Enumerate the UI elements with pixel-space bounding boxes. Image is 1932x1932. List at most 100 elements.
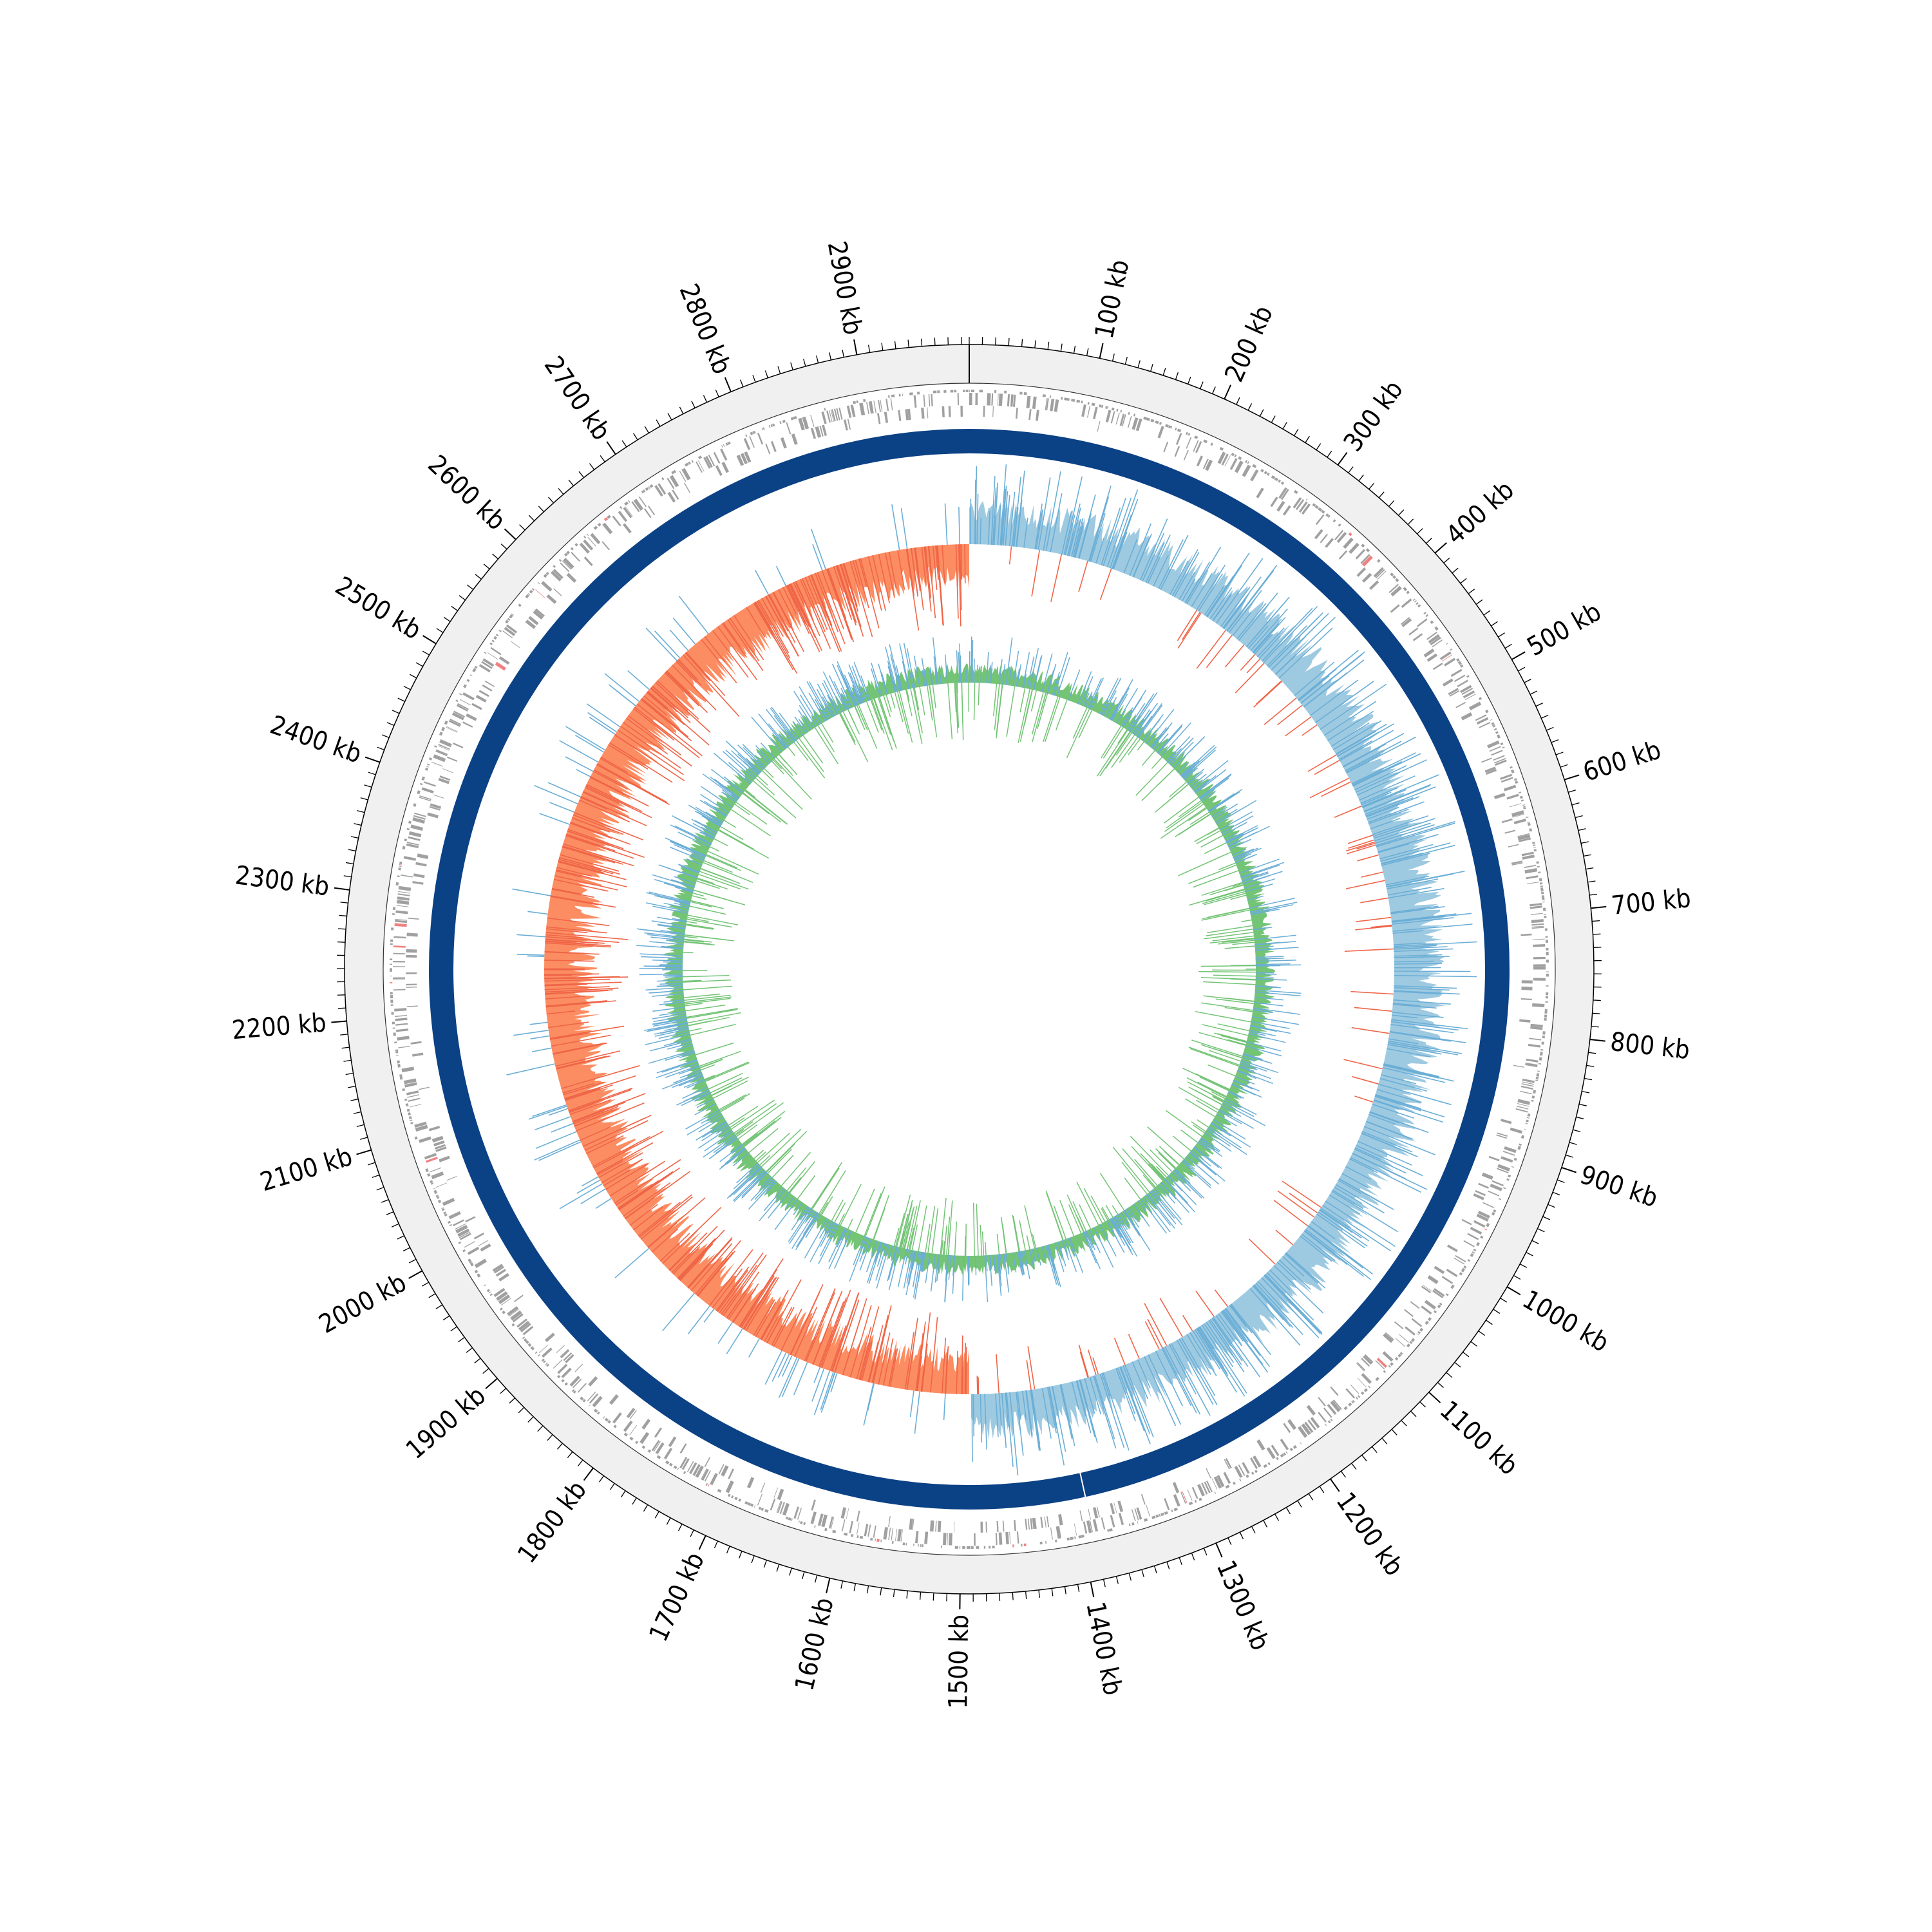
feature-block [824,408,826,411]
feature-block [404,1082,417,1088]
gc-content-spike [846,681,858,706]
minor-tick [397,697,405,702]
feature-block [623,1420,633,1432]
gc-content-spike [1227,840,1241,848]
gc-skew-spike [545,936,620,943]
feature-block [1517,833,1530,837]
gc-content-spike [750,1177,773,1202]
gc-content-spike [681,871,698,878]
feature-block [1491,1211,1495,1216]
minor-tick [643,1504,649,1512]
feature-block [1334,529,1344,540]
gc-content-spike [1238,1065,1255,1072]
feature-block [1526,1119,1529,1122]
feature-block [392,1027,395,1029]
gc-skew-spike [804,576,828,630]
gc-skew-spike [1229,1305,1247,1327]
feature-block [1206,1468,1211,1479]
minor-tick [367,1162,375,1166]
feature-block [395,1049,399,1052]
gc-skew-spike [585,1135,624,1155]
minor-tick [557,1443,563,1450]
gc-skew-spike [1285,716,1312,737]
gc-skew-spike [1223,600,1246,629]
feature-block [1201,1482,1208,1495]
gc-skew-spike [563,843,634,867]
feature-block [1050,395,1052,399]
feature-block [1456,658,1460,662]
gc-skew-spike [1155,1350,1183,1406]
feature-block [770,1498,776,1511]
feature-block [967,1546,971,1549]
minor-tick [1565,1154,1573,1158]
gc-skew-spike [1394,987,1450,991]
feature-block [528,616,539,625]
gc-content-spike [687,921,697,924]
feature-block [1532,1003,1545,1008]
minor-tick [451,605,459,611]
minor-tick [1470,1341,1477,1347]
gc-skew-spike [618,1171,674,1209]
feature-block [1421,1305,1432,1315]
gc-skew-spike [1192,1330,1212,1361]
minor-tick [1560,764,1568,768]
feature-block [937,390,940,393]
gc-skew-spike [1343,743,1387,768]
gc-content-spike [976,664,978,683]
gc-content-spike [1164,1179,1192,1209]
feature-block [828,410,833,422]
gc-skew-spike [831,1292,860,1372]
gc-skew-spike [559,1183,603,1209]
gc-content-spike [1177,813,1211,836]
gc-content-spike [791,1211,817,1249]
gc-content-spike [733,1167,763,1195]
feature-block [426,766,429,768]
feature-block [484,651,487,654]
gc-content-spike [665,940,685,943]
gc-content-spike [772,733,786,750]
feature-block [1111,407,1115,411]
minor-tick [428,1293,436,1298]
gc-skew-spike [1350,990,1394,995]
gc-content-spike [1052,672,1061,696]
minor-tick [1348,466,1354,473]
feature-block [424,781,436,787]
feature-block [1028,409,1032,421]
feature-block [762,427,765,430]
gc-content-spike [701,815,721,828]
gc-content-spike [1157,730,1177,753]
feature-block [1491,750,1503,756]
minor-tick [1576,1116,1584,1119]
feature-block [868,401,874,414]
gc-content-spike [1181,1161,1212,1189]
gc-content-spike [653,1016,687,1023]
feature-block [997,393,999,406]
minor-tick [933,1593,934,1601]
gc-skew-spike [633,1206,663,1231]
feature-block [429,806,440,811]
feature-block [398,1045,411,1048]
feature-block [1327,1420,1331,1424]
feature-block [1315,514,1325,526]
gc-skew-spike [672,665,717,711]
gc-skew-spike [834,1315,855,1373]
gc-skew-spike [772,592,805,652]
feature-block [397,875,400,877]
gc-skew-spike [868,1325,884,1383]
gc-content-spike [643,1021,688,1031]
gc-content-spike [1066,708,1090,759]
gc-skew-spike [1300,1235,1332,1262]
gc-content-spike [683,951,694,954]
gc-skew-spike [1046,1387,1057,1434]
gc-content-spike [1158,1152,1176,1170]
gc-content-spike [1115,1215,1134,1244]
feature-block [1295,499,1305,511]
feature-block [1119,413,1125,426]
feature-block [1512,813,1525,818]
feature-block [1526,1117,1530,1119]
gc-skew-spike [772,1352,787,1382]
gc-skew-spike [1245,596,1290,648]
feature-block [1511,810,1524,817]
gc-content-spike [804,1218,828,1258]
gc-skew-spike [545,1000,607,1007]
